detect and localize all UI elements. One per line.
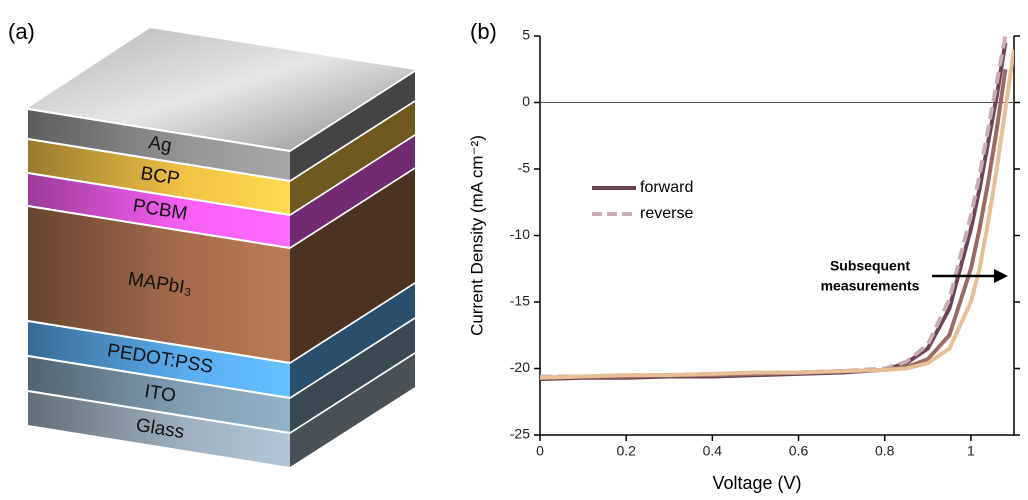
iv-curve [540,36,1008,379]
y-tick-label: 5 [522,27,530,43]
annotation-arrowhead [994,269,1008,283]
x-tick-label: 0.4 [703,443,723,459]
iv-curve [540,42,1008,382]
y-tick-label: -5 [518,160,531,176]
x-tick-label: 0.2 [616,443,636,459]
legend-label: reverse [640,205,693,222]
y-tick-label: -15 [510,293,530,309]
layer-side [290,72,415,180]
y-tick-label: 0 [522,93,530,109]
iv-curve [540,49,1014,380]
layer-label: Ag [147,132,173,156]
stack-top [28,28,415,150]
y-tick-label: -10 [510,226,530,242]
layer-label: ITO [143,381,177,407]
x-tick-label: 0 [536,443,544,459]
layer-side [290,354,415,467]
layer-front [28,322,290,397]
layer-edge [27,172,291,216]
layer-edge [27,138,291,182]
x-tick-label: 1 [967,443,975,459]
panel-label: (a) [8,19,35,44]
layer-front [28,110,290,180]
annotation: measurements [821,278,920,294]
series-group [540,36,1014,382]
panel-label: (b) [470,19,497,44]
layer-side [290,169,415,362]
x-axis-label: Voltage (V) [712,473,801,493]
x-tick-label: 0.6 [789,443,809,459]
annotation: Subsequent [830,258,910,274]
layer-front [28,357,290,432]
y-axis-label: Current Density (mA cm⁻²) [467,135,486,336]
layer-edge [27,390,291,434]
layer-side [290,102,415,214]
layer-side [290,319,415,432]
layer-front [28,207,290,362]
layer-side [290,284,415,397]
layer-edge [27,205,291,249]
y-tick-label: -20 [510,359,530,375]
layer-front [28,392,290,467]
layer-edge [27,320,291,364]
layer-edge [27,355,291,399]
x-tick-label: 0.8 [875,443,895,459]
layer-edge [27,108,291,152]
layer-front [28,174,290,247]
layer-front [28,140,290,214]
layer-side [290,136,415,247]
legend-label: forward [640,179,693,196]
y-tick-label: -25 [510,426,530,442]
